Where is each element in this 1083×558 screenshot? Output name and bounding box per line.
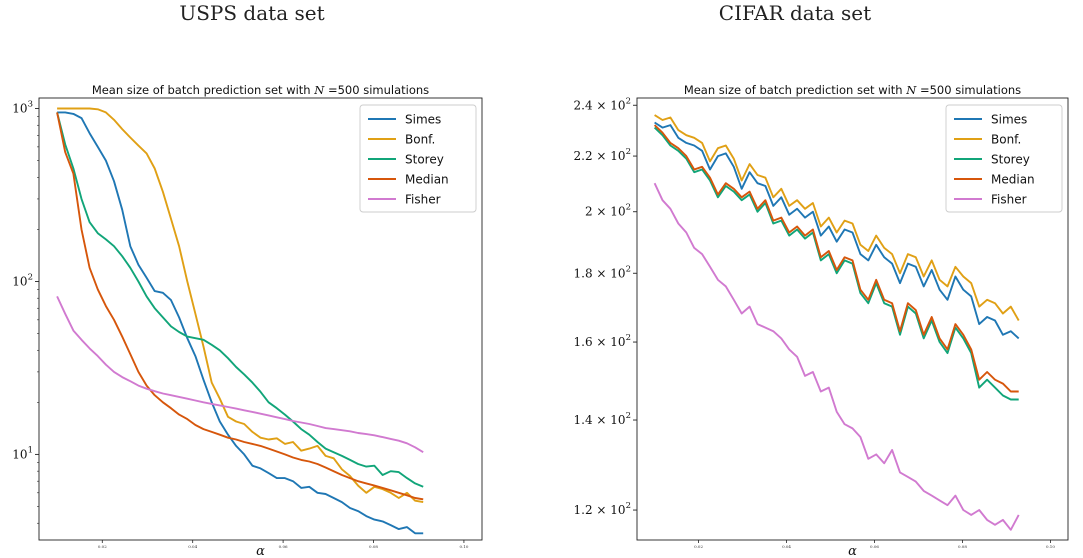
x-axis-label: α bbox=[848, 544, 857, 558]
y-tick-label: 2 × 102 bbox=[585, 203, 631, 219]
y-tick-label: 103 bbox=[12, 99, 33, 115]
series-line-simes bbox=[654, 121, 1020, 340]
legend-box bbox=[945, 104, 1063, 213]
x-tick-label: 0.04 bbox=[782, 544, 791, 549]
y-tick-label: 2.4 × 102 bbox=[574, 96, 631, 112]
series-line-storey bbox=[653, 126, 1019, 401]
legend-label: Bonf. bbox=[991, 133, 1021, 147]
legend-label: Storey bbox=[991, 153, 1030, 167]
y-tick-label: 2.2 × 102 bbox=[574, 147, 631, 163]
series-line-simes bbox=[57, 111, 424, 535]
panel-title: Mean size of batch prediction set with N… bbox=[92, 83, 429, 97]
legend-label: Median bbox=[405, 173, 449, 187]
usps-chart: Mean size of batch prediction set with N… bbox=[12, 83, 483, 558]
legend-label: Bonf. bbox=[405, 133, 435, 147]
legend: Simes Bonf. Storey Median Fisher bbox=[945, 104, 1063, 213]
legend-box bbox=[359, 104, 477, 213]
x-tick-label: 0.10 bbox=[1046, 544, 1055, 549]
series-line-median bbox=[653, 124, 1019, 393]
y-tick-label: 101 bbox=[12, 445, 33, 461]
legend-label: Simes bbox=[405, 113, 441, 127]
series-line-fisher bbox=[653, 182, 1020, 531]
x-tick-label: 0.02 bbox=[694, 544, 703, 549]
y-tick-label: 1.8 × 102 bbox=[574, 264, 631, 280]
x-tick-label: 0.08 bbox=[958, 544, 967, 549]
x-tick-label: 0.06 bbox=[870, 544, 879, 549]
legend-label: Fisher bbox=[405, 193, 441, 207]
plot-frame bbox=[636, 97, 1069, 541]
series-line-bonf bbox=[57, 107, 424, 504]
series-line-bonf bbox=[654, 114, 1020, 321]
y-tick-label: 102 bbox=[12, 272, 33, 288]
left-figure-title: USPS data set bbox=[179, 1, 324, 25]
panel-title: Mean size of batch prediction set with N… bbox=[684, 83, 1021, 97]
y-tick-label: 1.2 × 102 bbox=[574, 501, 631, 517]
legend: Simes Bonf. Storey Median Fisher bbox=[359, 104, 477, 213]
right-figure-title: CIFAR data set bbox=[719, 1, 871, 25]
plot-frame bbox=[38, 97, 483, 541]
x-tick-label: 0.02 bbox=[98, 544, 107, 549]
y-tick-label: 1.4 × 102 bbox=[574, 411, 631, 427]
series-line-fisher bbox=[56, 295, 424, 454]
x-tick-label: 0.04 bbox=[188, 544, 197, 549]
series-line-storey bbox=[56, 112, 424, 488]
legend-label: Fisher bbox=[991, 193, 1027, 207]
x-tick-label: 0.10 bbox=[459, 544, 468, 549]
x-axis-label: α bbox=[256, 544, 265, 558]
x-tick-label: 0.08 bbox=[369, 544, 378, 549]
y-tick-label: 1.6 × 102 bbox=[574, 333, 631, 349]
legend-label: Storey bbox=[405, 153, 444, 167]
legend-label: Median bbox=[991, 173, 1035, 187]
series-line-median bbox=[56, 112, 424, 501]
cifar-chart: Mean size of batch prediction set with N… bbox=[574, 83, 1069, 558]
legend-label: Simes bbox=[991, 113, 1027, 127]
x-tick-label: 0.06 bbox=[279, 544, 288, 549]
